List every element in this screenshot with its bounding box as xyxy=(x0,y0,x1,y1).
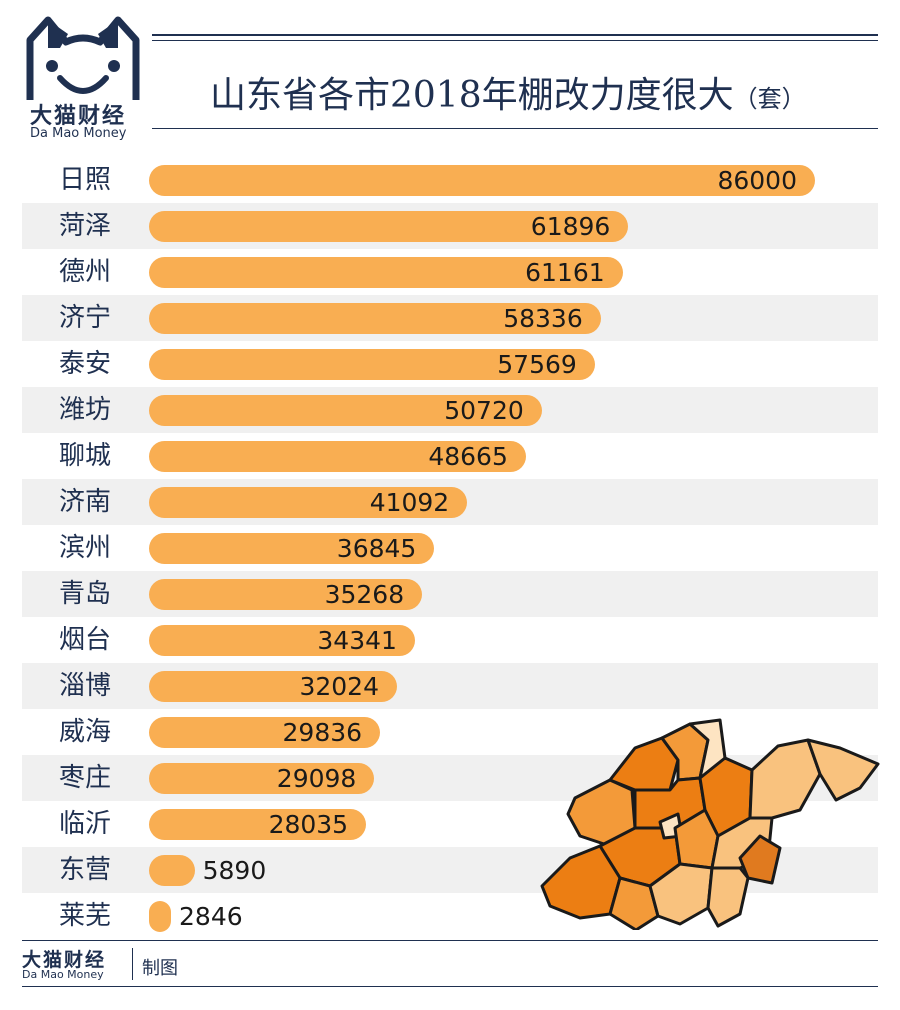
value-label: 29836 xyxy=(282,718,363,747)
bar xyxy=(149,257,623,288)
category-label: 滨州 xyxy=(58,533,111,563)
category-label: 济宁 xyxy=(58,303,111,333)
value-label: 57569 xyxy=(497,350,577,379)
category-label: 泰安 xyxy=(58,349,111,379)
bar xyxy=(149,303,601,334)
value-label: 29098 xyxy=(276,764,357,793)
logo-name-cn: 大猫财经 xyxy=(30,104,127,129)
value-label: 48665 xyxy=(428,442,508,471)
bar xyxy=(149,165,815,196)
category-label: 烟台 xyxy=(58,625,111,655)
header-rule-bottom xyxy=(152,128,878,129)
category-label: 临沂 xyxy=(58,809,111,839)
bar xyxy=(149,579,423,610)
bar xyxy=(149,763,375,794)
bar xyxy=(149,211,629,242)
bar xyxy=(149,625,415,656)
value-label: 41092 xyxy=(369,488,450,517)
bar xyxy=(149,441,526,472)
header-rule-top-thin xyxy=(152,40,878,41)
bar xyxy=(149,901,172,932)
value-label: 35268 xyxy=(324,580,405,609)
value-label: 50720 xyxy=(444,396,524,425)
category-label: 枣庄 xyxy=(58,763,111,793)
category-label: 日照 xyxy=(58,165,111,195)
value-label: 32024 xyxy=(299,672,379,701)
value-label: 61896 xyxy=(530,212,611,241)
value-label: 28035 xyxy=(268,810,349,839)
value-label: 86000 xyxy=(717,166,797,195)
bar xyxy=(149,717,381,748)
bar xyxy=(149,349,595,380)
value-label: 5890 xyxy=(202,856,267,885)
category-label: 东营 xyxy=(58,855,111,885)
footer-rule-top xyxy=(22,940,878,941)
shandong-map-icon xyxy=(540,718,880,930)
bar xyxy=(149,855,195,886)
category-label: 德州 xyxy=(58,257,111,287)
value-label: 2846 xyxy=(179,902,243,931)
category-label: 聊城 xyxy=(58,441,111,471)
footer-brand-en: Da Mao Money xyxy=(22,968,104,981)
chart-title-unit: （套） xyxy=(733,85,806,113)
category-label: 济南 xyxy=(58,487,111,517)
chart-title-text: 山东省各市2018年棚改力度很大 xyxy=(210,75,734,116)
value-label: 58336 xyxy=(503,304,583,333)
bar xyxy=(149,395,542,426)
category-label: 青岛 xyxy=(58,579,111,609)
footer-rule-bottom xyxy=(22,986,878,987)
value-label: 34341 xyxy=(317,626,397,655)
category-label: 淄博 xyxy=(58,671,111,701)
category-label: 潍坊 xyxy=(58,395,111,425)
category-label: 威海 xyxy=(58,717,111,747)
cat-face-icon xyxy=(26,16,140,100)
bar xyxy=(149,671,397,702)
value-label: 61161 xyxy=(525,258,605,287)
category-label: 菏泽 xyxy=(58,211,111,241)
logo-name-en: Da Mao Money xyxy=(30,126,127,141)
bar xyxy=(149,487,468,518)
value-label: 36845 xyxy=(336,534,417,563)
footer-brand-cn: 大猫财经 xyxy=(22,949,107,971)
category-label: 莱芜 xyxy=(58,901,111,931)
bar xyxy=(149,533,435,564)
header-rule-top xyxy=(152,34,878,36)
footer-separator xyxy=(132,948,133,980)
chart-title: 山东省各市2018年棚改力度很大（套） xyxy=(210,66,806,118)
footer-credit: 制图 xyxy=(142,958,178,979)
bar xyxy=(149,809,367,840)
